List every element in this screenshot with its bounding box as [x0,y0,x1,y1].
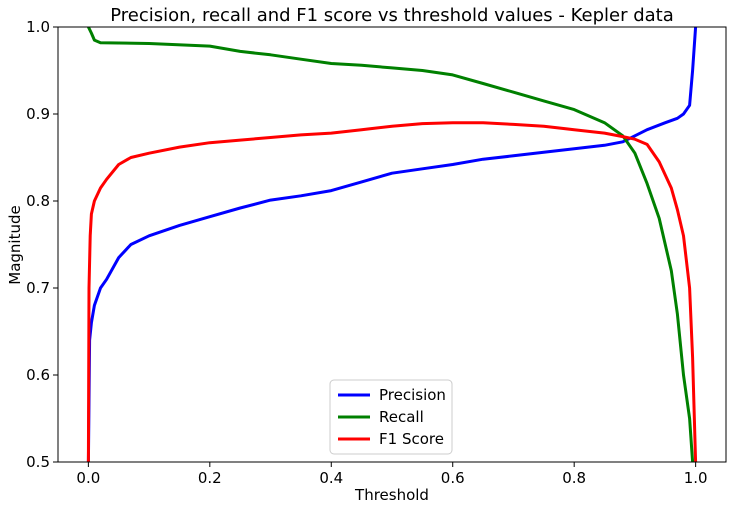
x-tick-label: 0.2 [198,469,222,487]
legend: Precision Recall F1 Score [329,379,453,455]
y-tick-label: 0.8 [26,192,50,210]
legend-box [329,379,453,455]
legend-label: Recall [379,408,424,426]
x-tick-label: 0.6 [441,469,465,487]
y-axis-ticks: 0.5 0.6 0.7 0.8 0.9 1.0 [26,18,58,471]
series-line-recall [87,27,695,462]
series-line-precision [86,27,698,462]
x-axis-ticks: 0.0 0.2 0.4 0.6 0.8 1.0 [76,462,708,487]
legend-label: F1 Score [379,430,444,448]
x-tick-label: 0.8 [562,469,586,487]
y-tick-label: 0.5 [26,453,50,471]
y-tick-label: 0.6 [26,366,50,384]
y-tick-label: 1.0 [26,18,50,36]
chart-title: Precision, recall and F1 score vs thresh… [110,5,674,26]
x-tick-label: 1.0 [684,469,708,487]
x-tick-label: 0.0 [76,469,100,487]
x-tick-label: 0.4 [319,469,343,487]
y-tick-label: 0.9 [26,105,50,123]
plot-frame [57,26,727,463]
x-axis-label: Threshold [354,486,429,504]
legend-entries: Precision Recall F1 Score [338,386,446,448]
series-layer [86,27,698,462]
y-tick-label: 0.7 [26,279,50,297]
legend-label: Precision [379,386,446,404]
series-line-f1-score [86,121,698,462]
y-axis-label: Magnitude [6,205,24,284]
